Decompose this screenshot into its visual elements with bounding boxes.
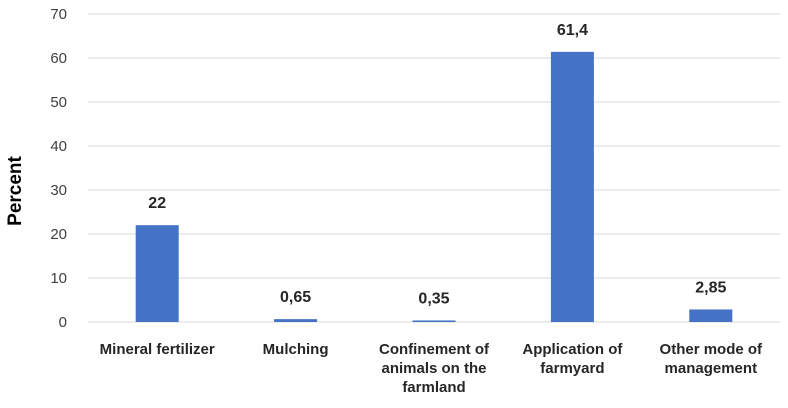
y-tick-label: 10 [50, 270, 67, 287]
y-tick-label: 20 [50, 226, 67, 243]
data-label: 61,4 [557, 22, 588, 39]
y-tick-label: 70 [50, 6, 67, 23]
bar [550, 51, 594, 323]
y-tick-label: 60 [50, 50, 67, 67]
bar [412, 320, 456, 322]
data-label: 2,85 [695, 279, 726, 296]
data-label: 22 [148, 195, 166, 212]
data-label: 0,35 [418, 290, 449, 307]
x-axis-categories: Mineral fertilizer Mulching Confinement of… [100, 341, 763, 396]
y-tick-label: 50 [50, 94, 67, 111]
y-tick-label: 0 [59, 314, 67, 331]
y-axis-title: Percent [5, 155, 26, 225]
category-label: Mineral fertilizer [100, 341, 215, 358]
category-label: Other mode of management [660, 341, 764, 377]
category-label: Confinement of animals on the farmland [379, 341, 490, 396]
bar [274, 319, 318, 322]
y-axis-ticks: 0 10 20 30 40 50 60 70 [50, 6, 67, 331]
category-label: Mulching [263, 341, 329, 358]
bar [135, 225, 179, 322]
gridlines [88, 13, 780, 323]
bar [689, 309, 733, 322]
y-tick-label: 30 [50, 182, 67, 199]
y-tick-label: 40 [50, 138, 67, 155]
bars [135, 51, 733, 323]
data-label: 0,65 [280, 289, 311, 306]
data-labels: 22 0,65 0,35 61,4 2,85 [148, 22, 726, 308]
category-label: Application of farmyard [522, 341, 623, 377]
